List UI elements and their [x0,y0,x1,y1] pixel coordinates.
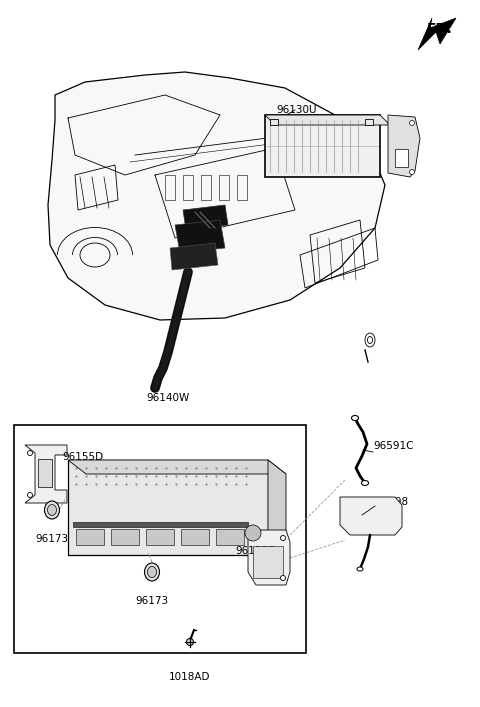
Bar [181,529,209,545]
Ellipse shape [45,501,60,519]
Bar [216,529,244,545]
Ellipse shape [147,566,156,578]
Bar [253,546,283,578]
Text: 96130U: 96130U [277,105,317,115]
Circle shape [409,120,415,126]
Ellipse shape [357,567,363,571]
Bar [201,175,211,200]
Bar [73,522,248,527]
Circle shape [280,535,286,540]
Bar [183,175,193,200]
Polygon shape [68,460,286,474]
Text: 96173: 96173 [135,596,168,606]
Bar [165,175,175,200]
Ellipse shape [245,525,261,541]
Bar [68,460,268,555]
Polygon shape [25,445,67,503]
Ellipse shape [187,638,193,645]
Bar [76,529,104,545]
Circle shape [409,170,415,175]
Polygon shape [340,497,402,535]
Text: 96173: 96173 [36,534,69,544]
Polygon shape [388,115,420,177]
Bar [146,529,174,545]
Polygon shape [268,460,286,569]
Bar [38,459,52,487]
Polygon shape [183,205,228,230]
Bar [265,115,380,177]
Ellipse shape [351,416,359,421]
Text: 96140W: 96140W [146,393,190,403]
Circle shape [27,450,33,455]
Ellipse shape [144,563,159,581]
Bar [14,425,306,653]
Text: 1018AD: 1018AD [169,672,211,682]
Bar [365,119,373,125]
Ellipse shape [48,505,57,515]
Polygon shape [248,530,290,585]
Polygon shape [418,18,456,50]
Ellipse shape [361,481,369,486]
Text: 96155E: 96155E [235,546,275,556]
Polygon shape [175,220,225,253]
Bar [219,175,229,200]
Circle shape [280,575,286,580]
Bar [270,119,278,125]
Polygon shape [395,149,408,167]
Text: 96155D: 96155D [62,452,104,462]
Polygon shape [265,115,390,125]
Text: FR.: FR. [426,22,452,36]
Polygon shape [170,243,218,270]
Bar [237,175,247,200]
Circle shape [27,493,33,498]
Bar [111,529,139,545]
Text: 96198: 96198 [375,497,408,507]
Polygon shape [48,72,385,320]
Text: 96591C: 96591C [373,441,413,451]
